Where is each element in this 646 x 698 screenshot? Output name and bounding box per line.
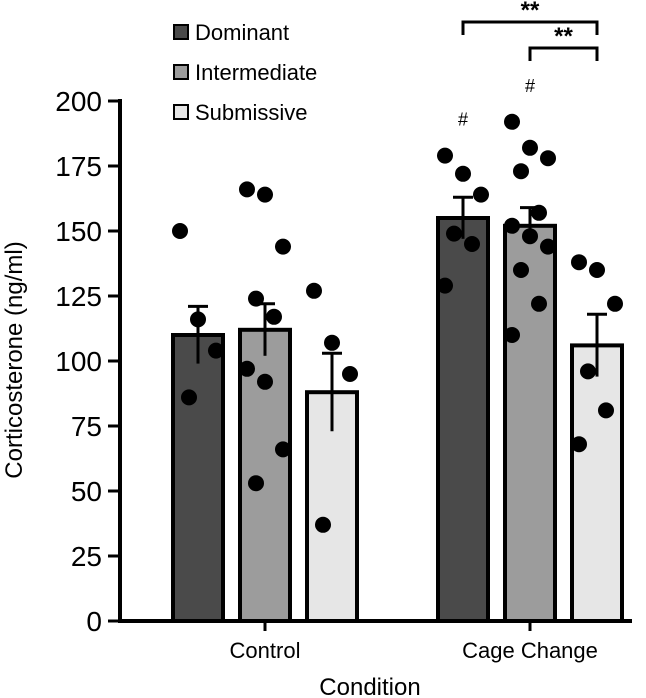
- data-point: [190, 311, 206, 328]
- data-point: [522, 228, 538, 245]
- data-point: [598, 402, 614, 419]
- data-point: [531, 204, 547, 221]
- data-point: [513, 262, 529, 278]
- data-point: [522, 139, 538, 156]
- y-tick-label: 50: [71, 476, 102, 507]
- legend-label: Intermediate: [195, 60, 317, 85]
- data-point: [239, 181, 255, 198]
- bar-submissive-cage-change: [570, 343, 624, 623]
- legend-swatch-intermediate: [173, 64, 189, 80]
- data-point: [455, 165, 471, 182]
- significance-hash: #: [458, 110, 468, 130]
- data-point: [464, 236, 480, 252]
- bar-intermediate-cage-change: [503, 223, 557, 624]
- legend: Dominant Intermediate Submissive: [173, 20, 317, 125]
- data-point: [208, 342, 224, 359]
- data-point: [248, 475, 264, 492]
- significance-bracket: [461, 20, 599, 35]
- significance-hash: #: [525, 76, 535, 96]
- y-tick-label: 75: [71, 411, 102, 442]
- legend-swatch-dominant: [173, 24, 189, 40]
- data-point: [275, 238, 291, 255]
- significance-stars: **: [554, 23, 573, 50]
- y-tick-label: 0: [86, 606, 102, 637]
- data-point: [607, 295, 623, 312]
- data-point: [239, 360, 255, 377]
- legend-swatch-submissive: [173, 104, 189, 120]
- x-axis-title: Condition: [319, 674, 420, 698]
- data-point: [504, 113, 520, 130]
- y-tick-label: 150: [55, 216, 102, 247]
- data-point: [571, 254, 587, 271]
- data-point: [275, 441, 291, 458]
- data-point: [324, 334, 340, 351]
- y-tick-label: 200: [55, 86, 102, 117]
- data-point: [172, 223, 188, 239]
- legend-label: Submissive: [195, 100, 307, 125]
- data-point: [504, 327, 520, 343]
- data-point: [504, 217, 520, 234]
- data-point: [342, 366, 358, 382]
- data-point: [315, 516, 331, 533]
- data-point: [580, 363, 596, 380]
- bar-dominant-control: [171, 333, 225, 623]
- y-tick-label: 175: [55, 151, 102, 182]
- points-layer: [172, 113, 623, 533]
- legend-label: Dominant: [195, 20, 289, 45]
- data-point: [306, 282, 322, 299]
- significance-stars: **: [521, 0, 540, 24]
- data-point: [571, 436, 587, 453]
- data-point: [437, 277, 453, 294]
- y-tick-label: 25: [71, 541, 102, 572]
- data-point: [257, 186, 273, 203]
- data-point: [257, 373, 273, 390]
- data-point: [589, 262, 605, 278]
- data-point: [540, 150, 556, 167]
- data-point: [473, 186, 489, 203]
- data-point: [181, 389, 197, 406]
- data-point: [446, 225, 462, 242]
- y-axis-title: Corticosterone (ng/ml): [1, 241, 28, 478]
- data-point: [540, 238, 556, 255]
- annotations: # # ** **: [458, 0, 599, 130]
- data-point: [266, 308, 282, 325]
- x-tick-label: Cage Change: [462, 638, 598, 663]
- y-tick-label: 100: [55, 346, 102, 377]
- significance-bracket: [528, 46, 599, 61]
- y-tick-label: 125: [55, 281, 102, 312]
- axes-layer: 0 25 50 75 100 125 150 175 200 Control Cage Change: [55, 86, 632, 663]
- data-point: [513, 163, 529, 180]
- data-point: [437, 147, 453, 164]
- data-point: [248, 290, 264, 307]
- data-point: [531, 295, 547, 312]
- x-tick-label: Control: [230, 638, 301, 663]
- bars-layer: [171, 195, 624, 624]
